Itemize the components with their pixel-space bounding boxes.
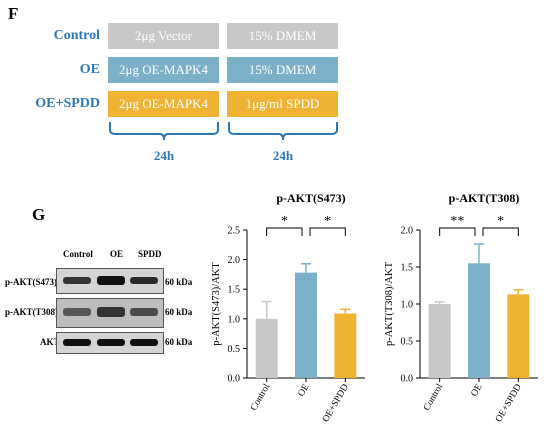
group-label-oe-spdd: OE+SPDD [35,96,100,111]
band-s473-control [63,277,91,284]
blot-row-label-t308: p-AKT(T308) [5,307,59,317]
cell-oe-spdd-treatment: 1μg/ml SPDD [227,91,338,117]
x-tick-label: OE [470,382,485,398]
y-tick-label: 0.0 [401,374,414,385]
band-akt-oe [97,339,125,346]
panel-f-letter: F [8,4,19,23]
band-t308-control [63,308,91,316]
cell-oe-medium: 15% DMEM [227,57,338,83]
y-tick-label: 1.5 [228,285,241,296]
blot-strip-akt [56,332,164,354]
band-s473-oe [97,276,125,285]
y-tick-label: 0.5 [228,344,241,355]
y-tick-label: 0.0 [228,374,241,385]
duration-braces [109,122,338,141]
significance-bracket [266,227,303,236]
chart-title: p-AKT(S473) [276,191,345,205]
band-s473-spdd [130,277,158,284]
band-t308-oe [97,307,125,317]
cell-oe-spdd-transfection: 2μg OE-MAPK4 [108,91,219,117]
duration-label-second: 24h [272,148,294,163]
group-label-oe: OE [79,62,100,77]
significance-label: * [281,214,288,229]
x-tick-label: OE+SPDD [321,382,351,424]
lane-label-oe: OE [110,249,124,259]
y-axis-label: p-AKT(T308)/AKT [384,261,395,346]
blot-row-label-akt: AKT [40,337,60,347]
y-tick-label: 0.5 [401,337,414,348]
kda-label-t308: 60 kDa [165,307,193,317]
significance-bracket [482,227,519,236]
x-tick-label: Control [249,382,272,412]
chart-p-akt-s473: p-AKT(S473) 0.0 0.5 1.0 1.5 2.0 2.5 p-AKT(S473)… [211,191,365,424]
y-tick-label: 1.0 [228,314,241,325]
significance-label: * [497,214,504,229]
y-tick-label: 1.0 [401,300,414,311]
x-tick-label: OE+SPDD [494,382,524,424]
x-tick-label: OE [297,382,312,398]
y-tick-label: 2.0 [228,255,241,266]
bar-oe [295,272,317,378]
y-tick-label: 2.5 [228,226,241,237]
kda-label-s473: 60 kDa [165,277,193,287]
bar-oe-spdd [507,294,530,378]
cell-oe-transfection: 2μg OE-MAPK4 [108,57,219,83]
significance-label: * [324,214,331,229]
bar-oe-spdd [334,313,357,378]
bar-control [255,318,278,378]
lane-label-spdd: SPDD [138,249,162,259]
panel-g-letter: G [32,205,46,224]
lane-label-control: Control [63,249,93,259]
blot-strip-t308 [56,298,164,328]
cell-control-transfection: 2μg Vector [108,23,219,49]
significance-bracket [439,227,476,236]
band-akt-control [63,339,91,346]
y-tick-label: 1.5 [401,263,414,274]
band-akt-spdd [130,339,158,346]
x-tick-label: Control [422,382,445,412]
brace-first [109,122,219,141]
significance-bracket [309,227,346,236]
y-axis-label: p-AKT(S473)/AKT [211,262,222,346]
significance-label: ** [450,214,464,229]
brace-second [228,122,338,141]
blot-strip-s473 [56,268,164,294]
chart-p-akt-t308: p-AKT(T308) 0.0 0.5 1.0 1.5 2.0 p-AKT(T308)/AK… [384,191,538,424]
kda-label-akt: 60 kDa [165,337,193,347]
bar-control [428,304,451,378]
cell-control-medium: 15% DMEM [227,23,338,49]
y-tick-label: 2.0 [401,226,414,237]
bar-oe [468,263,490,378]
blot-row-label-s473: p-AKT(S473) [5,277,58,287]
band-t308-spdd [130,308,158,316]
duration-label-first: 24h [153,148,175,163]
group-label-control: Control [53,28,100,43]
chart-title: p-AKT(T308) [449,191,520,205]
